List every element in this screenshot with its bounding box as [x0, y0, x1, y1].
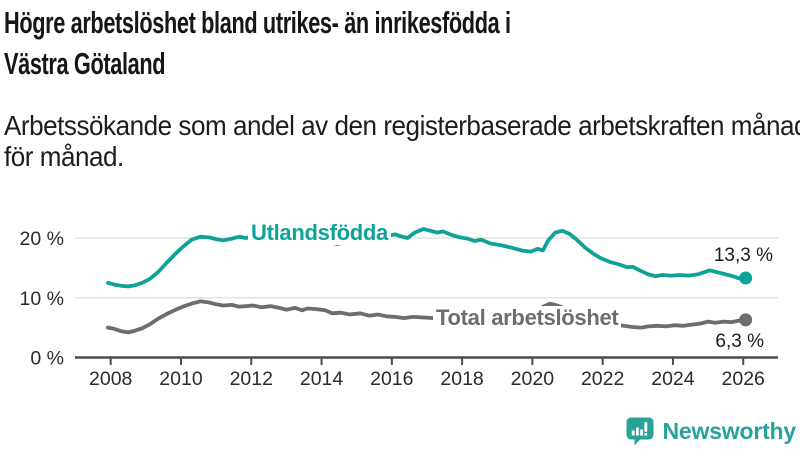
series-end-dot: [739, 313, 753, 327]
series-line-utlandsf-dda: [106, 227, 748, 289]
x-axis-tick-label: 2018: [440, 368, 483, 390]
x-axis-tick-label: 2010: [159, 368, 203, 390]
x-axis-tick-label: 2026: [722, 368, 765, 390]
subtitle-line-1: Arbetssökande som andel av den registerb…: [4, 110, 800, 141]
end-value-total-arbetsloshet: 6,3 %: [715, 331, 764, 352]
y-axis-tick-label: 20 %: [20, 228, 64, 250]
series-label-total-arbetsloshet: Total arbetslöshet: [433, 306, 622, 330]
page-title: Högre arbetslöshet bland utrikes- än inr…: [4, 2, 511, 84]
y-axis-tick-label: 0 %: [30, 348, 64, 370]
chart-subtitle: Arbetssökande som andel av den registerb…: [4, 110, 800, 172]
end-value-utlandsfodda: 13,3 %: [713, 245, 773, 266]
x-axis-tick-label: 2020: [511, 368, 555, 390]
title-line-2: Västra Götaland: [4, 46, 166, 81]
x-axis-tick-label: 2024: [651, 368, 695, 390]
newsworthy-speech-bubble-chart-icon: [626, 417, 654, 446]
y-axis-tick-label: 10 %: [20, 288, 64, 310]
newsworthy-logo: Newsworthy: [625, 416, 796, 446]
series-line-total-arbetsl-shet: [106, 299, 748, 335]
x-axis-tick-label: 2022: [581, 368, 624, 390]
x-axis-tick-label: 2008: [89, 368, 132, 390]
x-axis-tick-label: 2012: [230, 368, 273, 390]
x-axis-tick-label: 2016: [370, 368, 413, 390]
series-label-utlandsfodda: Utlandsfödda: [248, 221, 391, 245]
series-end-dot: [739, 271, 753, 285]
subtitle-line-2: för månad.: [4, 141, 124, 172]
title-line-1: Högre arbetslöshet bland utrikes- än inr…: [4, 5, 511, 40]
brand-name: Newsworthy: [662, 418, 797, 444]
x-axis-tick-label: 2014: [300, 368, 344, 390]
